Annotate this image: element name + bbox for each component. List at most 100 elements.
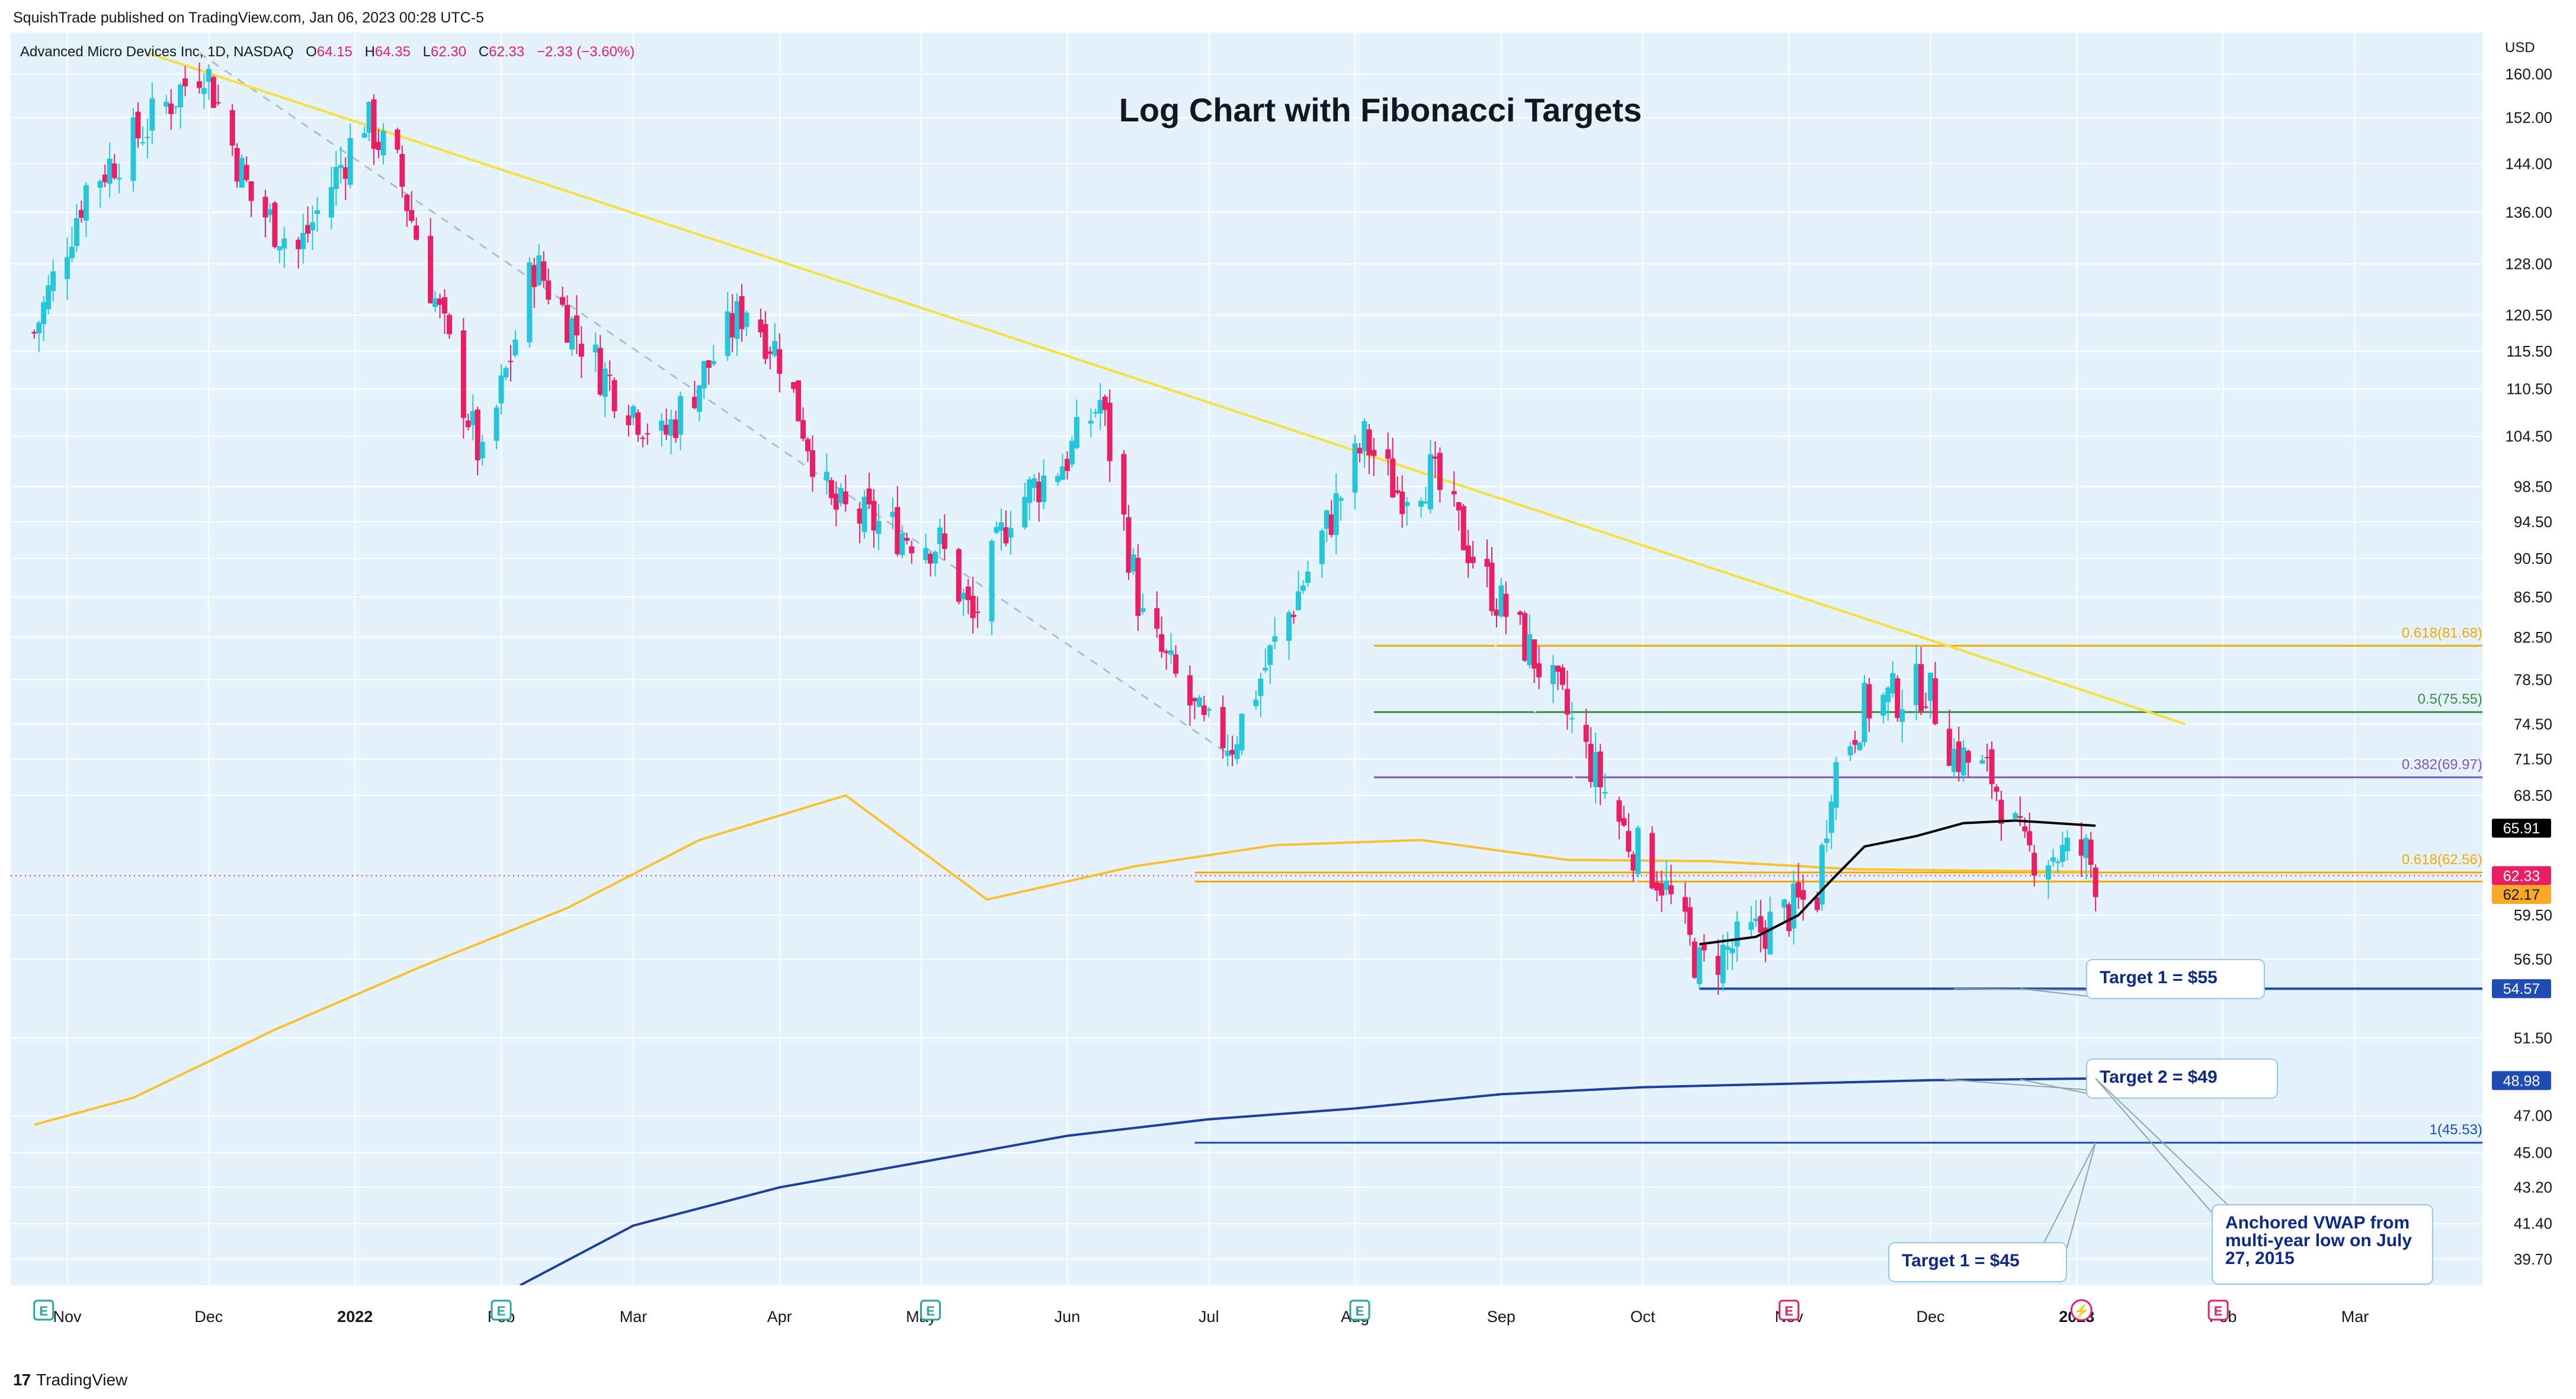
candle-body	[201, 88, 207, 94]
callout-anchored-vwap[interactable]	[2212, 1204, 2433, 1285]
candle-body	[833, 493, 839, 510]
candle-body	[1333, 493, 1339, 535]
x-tick-label: Jun	[1055, 1308, 1081, 1326]
descending-trendline[interactable]	[147, 52, 2186, 726]
price-tag-label: 62.17	[2503, 887, 2540, 903]
candle-body	[1828, 801, 1834, 833]
candle-body	[772, 341, 778, 356]
candle-body	[1456, 502, 1462, 511]
callouts[interactable]: Target 1 = $55 Target 2 = $49 Target 1 = $…	[1888, 959, 2433, 1285]
earnings-event-icon[interactable]: E	[2207, 1299, 2229, 1321]
y-tick-label: 144.00	[2505, 155, 2552, 172]
dividend-event-icon[interactable]: ⚡	[2070, 1299, 2093, 1321]
candle-body	[1395, 490, 1401, 493]
candle-body	[1258, 678, 1264, 696]
candle-body	[607, 374, 613, 376]
candle-body	[73, 218, 79, 246]
candle-body	[1130, 554, 1136, 572]
candle-body	[1036, 482, 1042, 502]
axes: 160.00 152.00 144.00 136.00 128.00 120.50 115.…	[11, 33, 2576, 1333]
candle-body	[659, 421, 665, 431]
candle-body	[248, 181, 254, 201]
level-label: 0.382(69.97)	[2402, 756, 2482, 772]
candle-body	[871, 500, 877, 531]
callout-target-1-55[interactable]	[2086, 959, 2265, 999]
y-tick-label: 152.00	[2505, 109, 2552, 127]
candle-body	[460, 330, 466, 418]
candle-body	[310, 222, 316, 230]
x-tick-label: Oct	[1630, 1308, 1656, 1326]
candle-body	[296, 239, 302, 249]
earnings-event-icon[interactable]: E	[1779, 1299, 1800, 1321]
candle-body	[899, 533, 905, 556]
candle-body	[758, 319, 764, 333]
candle-body	[2022, 826, 2028, 832]
candle-body	[432, 298, 438, 307]
candle-body	[1914, 663, 1920, 705]
candle-body	[1338, 498, 1344, 501]
earnings-event-icon[interactable]: E	[920, 1299, 941, 1321]
candle-body	[1135, 557, 1141, 616]
candle-body	[380, 130, 386, 156]
event-label: E	[2214, 1304, 2223, 1318]
candle-body	[767, 351, 773, 354]
candle-body	[546, 280, 552, 300]
earnings-event-icon[interactable]: E	[491, 1299, 512, 1321]
candle-body	[1008, 528, 1014, 538]
event-label: E	[1356, 1304, 1364, 1318]
candle-body	[1126, 517, 1132, 573]
candle-body	[1399, 492, 1405, 514]
candle-body	[1291, 615, 1297, 617]
candle-body	[1423, 501, 1429, 504]
candle-body	[470, 410, 476, 425]
candle-body	[1918, 664, 1924, 711]
callout-pointer	[1954, 988, 2087, 991]
candle-body	[31, 332, 37, 333]
candle-body	[234, 147, 240, 182]
candle-body	[739, 296, 745, 329]
candle-body	[36, 322, 42, 333]
candle-body	[975, 611, 981, 614]
callout-target-2-49[interactable]	[2086, 1058, 2278, 1099]
time-axis[interactable]	[11, 1285, 2482, 1333]
candle-body	[611, 380, 617, 412]
earnings-event-icon[interactable]: E	[33, 1299, 55, 1321]
candle-body	[1857, 742, 1863, 750]
event-label: E	[39, 1304, 48, 1318]
candle-body	[1720, 945, 1726, 984]
event-markers[interactable]: E E E E E ⚡ E	[33, 1299, 2229, 1321]
candle-body	[1253, 700, 1259, 707]
candle-body	[2013, 813, 2018, 819]
candle-body	[1668, 885, 1674, 894]
candle-body	[1460, 506, 1466, 550]
candle-body	[573, 315, 579, 336]
candle-body	[1173, 654, 1179, 674]
candle-body	[1536, 663, 1542, 678]
candle-body	[300, 233, 306, 249]
candle-body	[1890, 673, 1896, 694]
candle-body	[395, 129, 401, 150]
candle-body	[1758, 916, 1764, 933]
candle-body	[1946, 729, 1952, 766]
y-tick-label: 68.50	[2514, 787, 2552, 804]
candlestick-chart[interactable]: 0.618(81.68) 0.5(75.55) 0.382(69.97) 0.618(…	[0, 0, 2576, 1360]
candle-body	[1451, 491, 1457, 495]
y-tick-label: 98.50	[2514, 477, 2552, 495]
callout-target-1-45[interactable]	[1888, 1242, 2067, 1282]
candle-body	[1852, 740, 1858, 745]
change-value: −2.33 (−3.60%)	[537, 44, 635, 60]
price-axis[interactable]	[2482, 33, 2576, 1333]
candle-body	[338, 165, 344, 168]
y-tick-label: 160.00	[2505, 65, 2552, 83]
event-label: ⚡	[2074, 1304, 2090, 1319]
event-label: E	[1784, 1304, 1793, 1318]
tag-62-33	[2492, 866, 2551, 885]
candle-body	[696, 385, 702, 412]
earnings-event-icon[interactable]: E	[1349, 1299, 1370, 1321]
candle-body	[1626, 830, 1632, 852]
candle-body	[630, 406, 636, 418]
candle-body	[1361, 421, 1367, 452]
candle-body	[1569, 718, 1575, 720]
y-tick-label: 43.20	[2514, 1179, 2552, 1196]
